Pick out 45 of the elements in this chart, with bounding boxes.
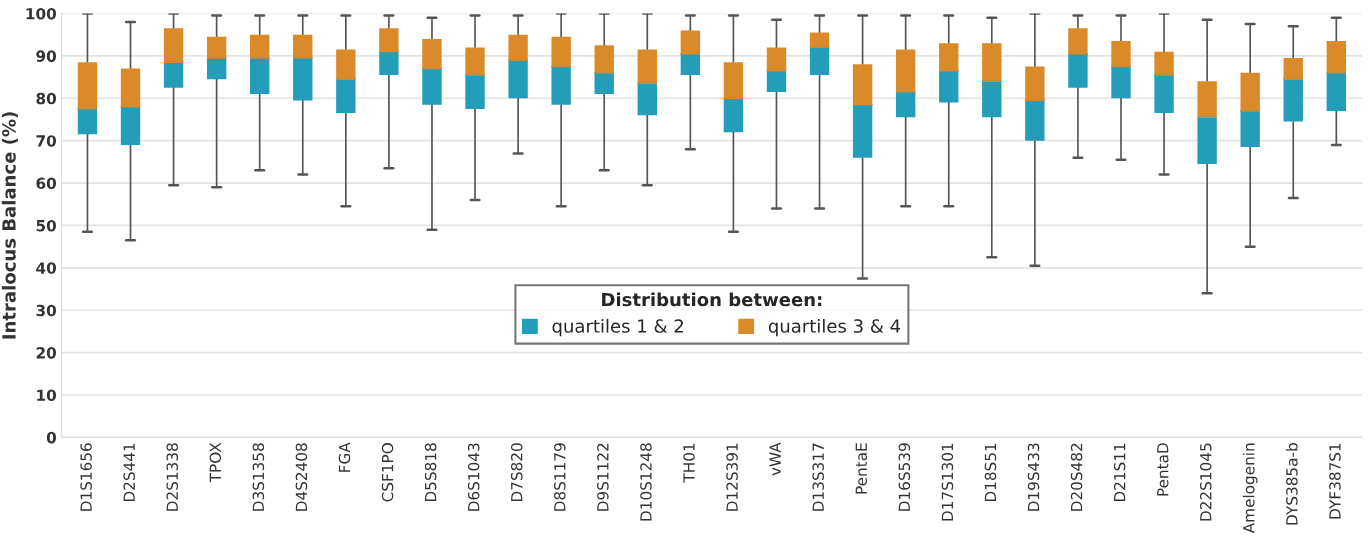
x-tick-label: D2S1338 — [166, 443, 179, 511]
y-axis-title: Intralocus Balance (%) — [1, 112, 18, 339]
x-tick-label: D20S482 — [1070, 443, 1083, 511]
x-tick-label: vWA — [769, 442, 781, 476]
x-tick-label: D4S2408 — [295, 443, 308, 511]
y-tick-label: 80 — [36, 92, 57, 105]
x-tick-label: D9S1122 — [597, 443, 609, 511]
x-tick-label: D1S1656 — [80, 443, 92, 511]
x-tick-label: TPOX — [209, 442, 222, 483]
x-tick-label: PentaD — [1157, 443, 1169, 496]
x-tick-label: D12S391 — [726, 443, 738, 511]
x-tick-label: D18S51 — [984, 443, 997, 502]
x-tick-label: D6S1043 — [467, 443, 480, 511]
x-tick-label: D3S1358 — [252, 443, 265, 511]
legend-label: quartiles 3 & 4 — [768, 318, 901, 337]
x-tick-label: FGA — [338, 442, 351, 472]
x-tick-label: D5S818 — [424, 443, 437, 502]
y-tick-label: 10 — [37, 389, 57, 402]
x-tick-label: D19S433 — [1027, 443, 1040, 511]
x-tick-label: D13S317 — [812, 443, 824, 511]
x-tick-label: TH01 — [683, 443, 695, 483]
x-tick-label: DYF387S1 — [1329, 443, 1341, 519]
x-tick-label: D2S441 — [123, 443, 135, 502]
y-tick-label: 60 — [36, 177, 57, 190]
x-tick-label: CSF1PO — [381, 443, 394, 502]
y-tick-label: 20 — [36, 347, 57, 359]
x-tick-label: D17S1301 — [941, 443, 954, 521]
x-tick-label: DYS385a-b — [1285, 443, 1298, 525]
x-tick-label: PentaE — [855, 443, 868, 494]
x-tick-label: D10S1248 — [640, 443, 652, 521]
y-tick-label: 30 — [36, 304, 57, 317]
x-tick-label: D21S11 — [1113, 443, 1126, 502]
x-tick-label: Amelogenin — [1242, 443, 1258, 534]
y-tick-label: 0 — [46, 431, 57, 444]
x-tick-label: D8S1179 — [554, 443, 566, 511]
x-tick-label: D7S820 — [510, 443, 523, 502]
y-tick-label: 100 — [26, 7, 57, 20]
y-tick-label: 70 — [36, 135, 57, 147]
x-tick-label: D22S1045 — [1200, 443, 1212, 521]
x-tick-label: D16S539 — [898, 443, 911, 511]
legend-title: Distribution between: — [602, 292, 822, 307]
y-tick-label: 40 — [36, 262, 57, 274]
legend-label: quartiles 1 & 2 — [552, 318, 683, 337]
y-tick-label: 50 — [36, 219, 57, 232]
y-tick-label: 90 — [36, 50, 57, 62]
